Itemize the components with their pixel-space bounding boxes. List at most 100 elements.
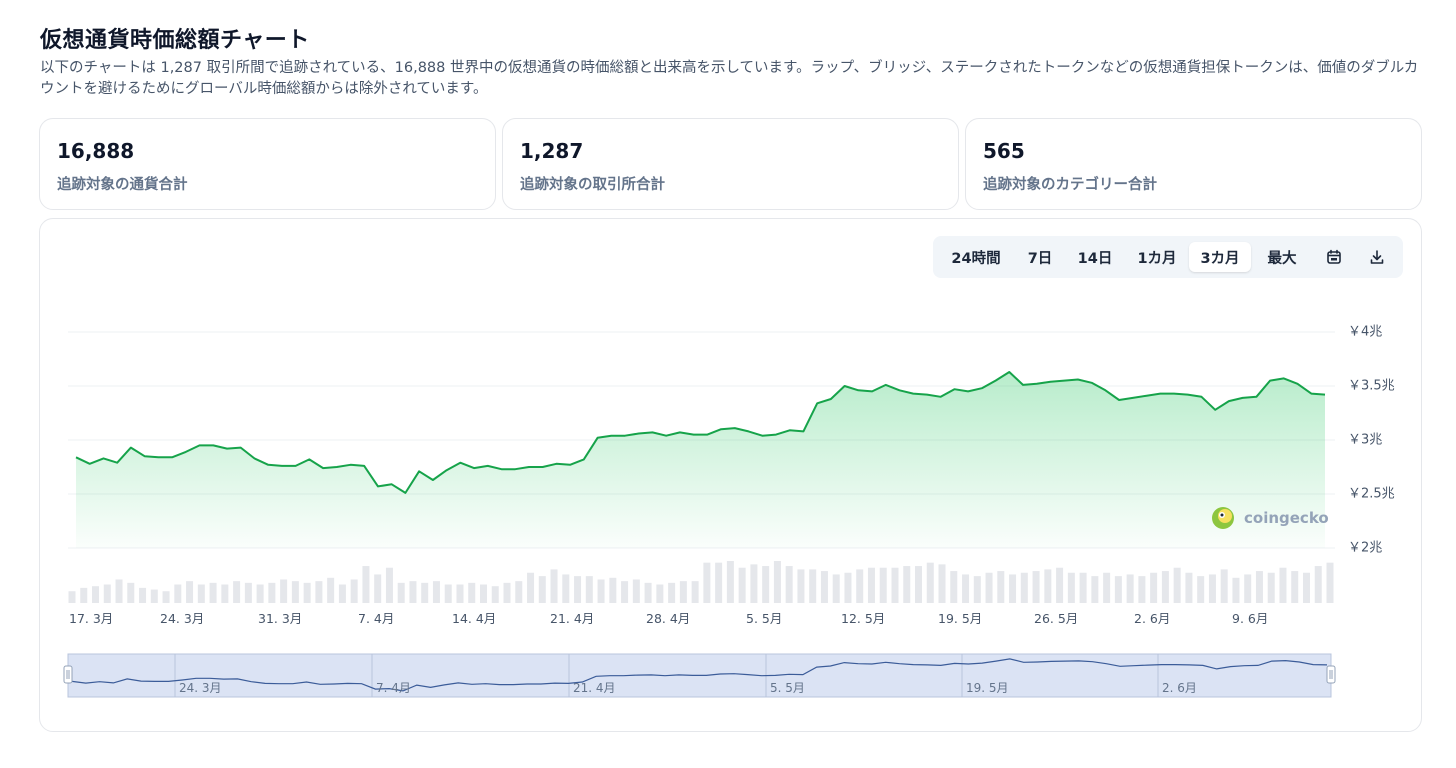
navigator-tick-label: 24. 3月 [179,681,222,695]
navigator-line [71,658,1328,692]
volume-bar [1244,574,1252,603]
page-title: 仮想通貨時価総額チャート [40,28,310,53]
navigator-tick-label: 7. 4月 [376,681,411,695]
volume-bar [867,567,875,603]
x-tick-label: 21. 4月 [550,611,594,626]
coingecko-logo-icon [1212,507,1234,529]
navigator-tick-label: 5. 5月 [770,681,805,695]
volume-bar [1079,572,1087,603]
x-tick-label: 19. 5月 [938,611,982,626]
volume-bar [926,562,934,603]
volume-bar [150,589,158,603]
range-button-max[interactable]: 最大 [1267,250,1297,267]
volume-bar [550,569,558,603]
range-button-3m[interactable]: 3カ月 [1189,242,1251,272]
volume-bar [503,582,511,603]
volume-bar [103,584,111,603]
volume-bar [679,581,687,603]
volume-bar [291,581,299,603]
volume-bar [915,566,923,603]
y-tick-label: ￥2兆 [1348,541,1382,556]
volume-bar [762,566,770,603]
volume-bar [327,577,335,603]
volume-bar [879,567,887,603]
stat-card-categories: 565 追跡対象のカテゴリー合計 [965,118,1422,210]
calendar-button[interactable] [1313,242,1355,272]
volume-bar [1185,572,1193,603]
volume-bar [1067,572,1075,603]
volume-bar [1255,571,1263,603]
range-button-14d[interactable]: 14日 [1077,250,1113,267]
volume-bar [491,586,499,603]
volume-bar [820,571,828,603]
calendar-icon [1327,249,1341,264]
volume-bar [1161,571,1169,603]
volume-bar [809,569,817,603]
market-cap-line [75,371,1326,494]
x-tick-label: 14. 4月 [452,611,496,626]
volume-bar [1267,572,1275,603]
download-button[interactable] [1355,242,1399,272]
navigator-tick-label: 2. 6月 [1162,681,1197,695]
volume-bar [397,582,405,603]
volume-bar [139,587,147,603]
volume-bar [950,571,958,603]
volume-bar [597,579,605,603]
volume-bar [1103,572,1111,603]
volume-bar [997,571,1005,603]
volume-bar [832,574,840,603]
volume-bar [197,584,205,603]
volume-bar [938,564,946,603]
navigator-handle-right[interactable] [1326,665,1336,684]
volume-bar [115,579,123,603]
volume-bar [962,574,970,603]
volume-bar [1020,572,1028,603]
volume-bar [515,581,523,603]
volume-bar [209,582,217,603]
volume-bar [456,584,464,603]
range-button-7d[interactable]: 7日 [1027,250,1053,267]
volume-bar [773,561,781,603]
range-button-1m[interactable]: 1カ月 [1137,250,1177,267]
stat-label-coins: 追跡対象の通貨合計 [57,177,188,193]
navigator-tick-label: 21. 4月 [573,681,616,695]
x-tick-label: 2. 6月 [1134,611,1170,626]
volume-bar [244,582,252,603]
volume-bar [1150,572,1158,603]
volume-bar [233,581,241,603]
volume-bar [1291,571,1299,603]
volume-bar [1197,576,1205,603]
volume-bar [985,572,993,603]
volume-bar [174,584,182,603]
x-tick-label: 28. 4月 [646,611,690,626]
download-icon [1370,250,1384,264]
volume-bar [609,577,617,603]
volume-bar [1032,571,1040,603]
stat-value-exchanges: 1,287 [520,139,584,163]
volume-bar [527,572,535,603]
stat-value-coins: 16,888 [57,139,135,163]
y-tick-label: ￥3兆 [1348,433,1382,448]
volume-bar [632,579,640,603]
coingecko-watermark: coingecko [1212,507,1329,529]
volume-bar [1126,574,1134,603]
coingecko-watermark-text: coingecko [1244,509,1329,527]
volume-bar [644,582,652,603]
volume-bar [973,576,981,603]
range-button-24h[interactable]: 24時間 [951,250,1001,267]
page-description: 以下のチャートは 1,287 取引所間で追跡されている、16,888 世界中の仮… [40,60,1419,97]
x-tick-label: 24. 3月 [160,611,204,626]
x-tick-label: 7. 4月 [358,611,394,626]
volume-bar [1232,577,1240,603]
range-navigator[interactable]: 24. 3月 7. 4月 21. 4月 5. 5月 19. 5月 2. 6月 [63,653,1336,698]
volume-bar [562,574,570,603]
navigator-handle-left[interactable] [63,665,73,684]
volume-bar [621,581,629,603]
stat-value-categories: 565 [983,139,1025,163]
volume-bar [315,581,323,603]
volume-bar [585,576,593,603]
volume-bar [409,581,417,603]
volume-bar [703,562,711,603]
x-tick-label: 12. 5月 [841,611,885,626]
